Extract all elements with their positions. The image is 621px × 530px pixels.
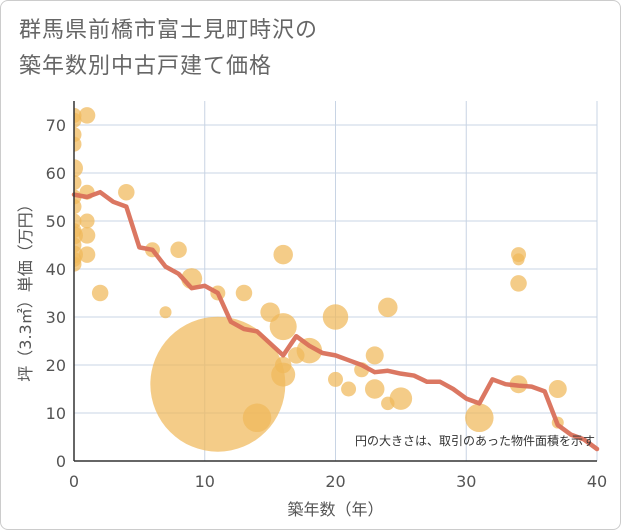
data-point-bubble <box>510 275 527 292</box>
trend-line <box>71 189 600 452</box>
x-tick-label: 10 <box>195 472 215 491</box>
y-tick-label: 0 <box>56 452 66 471</box>
data-point-bubble <box>74 256 82 272</box>
y-tick-label: 20 <box>46 356 66 375</box>
data-point-bubble <box>91 284 109 302</box>
data-point-bubble <box>273 244 293 265</box>
data-point-bubble <box>159 306 172 319</box>
chart-title-line-1: 群馬県前橋市富士見町時沢の <box>19 18 319 43</box>
data-point-bubble <box>170 241 187 259</box>
y-tick-label: 30 <box>46 308 66 327</box>
data-point-bubble <box>512 253 525 266</box>
data-point-bubble <box>242 403 272 433</box>
bubble-size-note: 円の大きさは、取引のあった物件面積を示す <box>355 433 595 448</box>
data-point-bubble <box>235 284 253 302</box>
data-point-bubble <box>78 246 96 263</box>
data-point-bubble <box>78 227 96 244</box>
y-tick-label: 40 <box>46 260 66 279</box>
data-point-bubble <box>364 379 385 399</box>
axes <box>73 101 597 462</box>
x-tick-label: 20 <box>325 472 345 491</box>
y-tick-label: 60 <box>46 164 66 183</box>
data-point-bubble <box>365 346 384 365</box>
data-point-bubble <box>74 136 82 152</box>
bubbles <box>74 107 567 452</box>
chart-title-line-2: 築年数別中古戸建て価格 <box>19 54 273 79</box>
y-tick-label: 50 <box>46 212 66 231</box>
tick-labels: 0 10 20 30 40 0 10 20 30 40 50 60 70 <box>46 116 608 491</box>
x-axis-label: 築年数（年） <box>287 500 383 519</box>
y-axis-label: 坪（3.3㎡）単価（万円） <box>16 196 35 381</box>
y-tick-label: 70 <box>46 116 66 135</box>
data-point-bubble <box>465 403 494 433</box>
data-point-bubble <box>118 183 135 201</box>
data-point-bubble <box>271 362 296 387</box>
data-point-bubble <box>548 380 567 398</box>
data-point-bubble <box>341 381 357 397</box>
data-point-bubble <box>322 304 349 330</box>
data-point-bubble <box>389 387 413 410</box>
data-point-bubble <box>378 297 398 318</box>
data-point-bubble <box>79 213 95 229</box>
data-point-bubble <box>74 199 82 215</box>
x-tick-label: 0 <box>69 472 79 491</box>
x-tick-label: 30 <box>456 472 476 491</box>
y-tick-label: 10 <box>46 404 66 423</box>
data-point-bubble <box>328 371 343 387</box>
x-tick-label: 40 <box>587 472 607 491</box>
data-point-bubble <box>74 159 83 178</box>
data-point-bubble <box>269 313 297 341</box>
trend-line-group <box>71 189 600 452</box>
data-point-bubble <box>78 107 96 124</box>
chart-title: 群馬県前橋市富士見町時沢の 築年数別中古戸建て価格 <box>19 13 318 85</box>
data-point-bubble <box>296 337 323 364</box>
data-point-bubble <box>74 175 82 191</box>
